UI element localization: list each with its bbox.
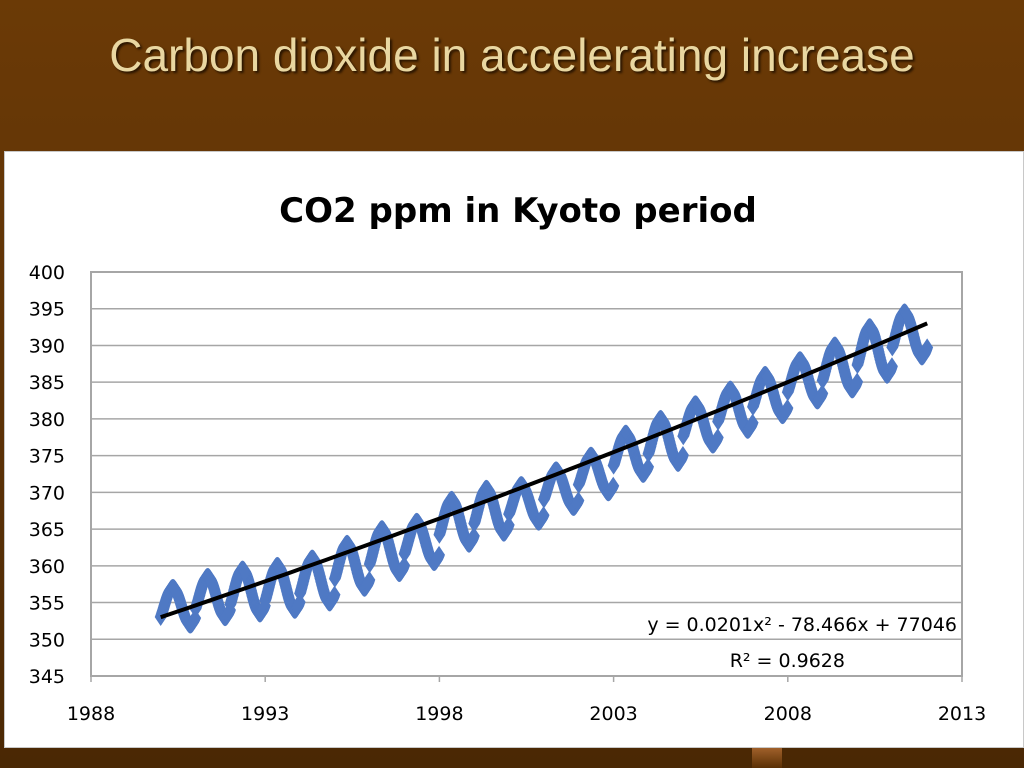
- data-point: [851, 372, 864, 391]
- y-tick-label: 355: [29, 593, 65, 615]
- y-tick-label: 360: [29, 556, 65, 578]
- data-point: [363, 570, 376, 589]
- decorative-accent: [752, 748, 782, 768]
- data-point: [642, 457, 655, 476]
- y-tick-label: 375: [29, 446, 65, 468]
- data-point: [781, 398, 794, 417]
- chart-svg: CO2 ppm in Kyoto period 3453503553603653…: [29, 191, 986, 725]
- y-axis-ticks: 345 350 355 360 365 370 375 380 385 390 395 400: [29, 262, 65, 688]
- data-point: [676, 446, 689, 465]
- x-tick-label: 1988: [67, 703, 115, 725]
- trendline: [160, 321, 928, 620]
- x-tick-label: 2008: [764, 703, 812, 725]
- data-point: [711, 428, 724, 447]
- y-tick-label: 365: [29, 519, 65, 541]
- chart-panel: CO2 ppm in Kyoto period 345 350 355 360 365 3…: [4, 151, 1024, 748]
- data-point: [398, 556, 411, 575]
- data-point: [885, 357, 898, 376]
- y-tick-label: 395: [29, 299, 65, 321]
- data-point: [502, 515, 515, 534]
- data-point: [816, 384, 829, 403]
- y-tick-label: 400: [29, 262, 65, 284]
- y-tick-label: 345: [29, 666, 65, 688]
- r-squared: R² = 0.9628: [730, 650, 845, 672]
- x-tick-label: 1998: [415, 703, 463, 725]
- data-point: [433, 545, 446, 564]
- data-point: [467, 526, 480, 545]
- slide-title: Carbon dioxide in accelerating increase: [109, 29, 915, 81]
- data-point: [921, 338, 934, 357]
- trend-equation: y = 0.0201x² - 78.466x + 77046: [647, 614, 957, 636]
- y-tick-label: 370: [29, 482, 65, 504]
- plot-area-frame: [90, 271, 963, 677]
- x-axis-ticks: 1988 1993 1998 2003 2008 2013: [67, 676, 986, 725]
- y-tick-label: 380: [29, 409, 65, 431]
- x-tick-label: 1993: [241, 703, 289, 725]
- x-tick-label: 2013: [938, 703, 986, 725]
- y-tick-label: 390: [29, 335, 65, 357]
- data-point: [607, 476, 620, 495]
- data-point: [328, 585, 341, 604]
- y-tick-label: 350: [29, 629, 65, 651]
- x-tick-label: 2003: [589, 703, 637, 725]
- data-point: [746, 413, 759, 432]
- data-series: [154, 303, 934, 634]
- data-point: [293, 592, 306, 611]
- data-point: [537, 506, 550, 525]
- y-tick-label: 385: [29, 372, 65, 394]
- data-point: [572, 491, 585, 510]
- data-point: [189, 608, 202, 627]
- chart-title: CO2 ppm in Kyoto period: [279, 191, 757, 231]
